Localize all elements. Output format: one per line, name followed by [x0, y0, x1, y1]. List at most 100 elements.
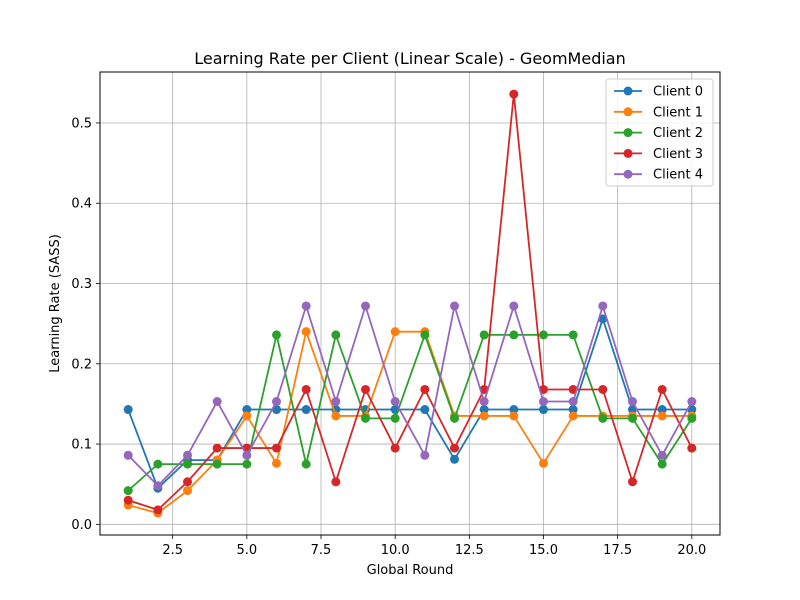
data-point — [153, 459, 163, 469]
legend-marker — [623, 169, 633, 179]
legend-item: Client 2 — [614, 126, 703, 141]
legend-item: Client 4 — [614, 168, 703, 183]
x-tick-label: 20.0 — [677, 543, 706, 558]
data-point — [568, 411, 578, 421]
legend-label: Client 0 — [653, 85, 703, 100]
data-point — [390, 413, 400, 423]
series-line — [127, 305, 693, 487]
x-axis-label: Global Round — [367, 563, 454, 578]
data-point — [301, 327, 311, 337]
data-point — [212, 443, 222, 453]
data-point — [479, 411, 489, 421]
data-point — [272, 458, 282, 468]
data-point — [538, 397, 548, 407]
x-tick-label: 15.0 — [529, 543, 558, 558]
data-point — [331, 330, 341, 340]
data-point — [361, 301, 371, 311]
data-point — [538, 330, 548, 340]
data-point — [183, 477, 193, 487]
y-tick-label: 0.4 — [71, 197, 92, 212]
data-point — [598, 384, 608, 394]
data-point — [242, 459, 252, 469]
legend-label: Client 2 — [653, 126, 703, 141]
data-point — [509, 405, 519, 415]
data-point — [657, 405, 667, 415]
data-point — [153, 505, 163, 515]
y-tick-label: 0.0 — [71, 518, 92, 533]
legend-label: Client 4 — [653, 168, 703, 183]
data-point — [449, 454, 459, 464]
data-point — [123, 450, 133, 460]
data-point — [509, 301, 519, 311]
data-point — [331, 477, 341, 487]
data-point — [420, 450, 430, 460]
series-line — [127, 93, 693, 511]
data-point — [331, 411, 341, 421]
legend-label: Client 1 — [653, 105, 703, 120]
data-point — [123, 495, 133, 505]
legend-item: Client 0 — [614, 85, 703, 100]
legend-marker — [623, 86, 633, 96]
data-point — [242, 450, 252, 460]
data-point — [568, 397, 578, 407]
legend-marker — [623, 148, 633, 158]
data-point — [509, 330, 519, 340]
legend-label: Client 3 — [653, 147, 703, 162]
legend: Client 0 Client 1 Client 2 Client 3 Client 4 — [605, 78, 714, 187]
data-point — [687, 397, 697, 407]
x-tick-label: 17.5 — [603, 543, 632, 558]
data-point — [627, 477, 637, 487]
data-point — [449, 443, 459, 453]
data-point — [183, 486, 193, 496]
data-point — [183, 459, 193, 469]
data-point — [301, 301, 311, 311]
series-lines — [123, 89, 697, 518]
y-tick-label: 0.3 — [71, 277, 92, 292]
data-point — [361, 384, 371, 394]
series-line — [127, 330, 692, 514]
axis-ticks: 2.5 5.0 7.5 10.0 12.5 15.0 17.5 20.0 0.0 0.1 0.2 0.… — [71, 116, 706, 558]
series-client-4 — [123, 301, 697, 491]
legend-marker — [623, 107, 633, 117]
data-point — [598, 413, 608, 423]
data-point — [657, 450, 667, 460]
series-client-2 — [123, 330, 697, 496]
legend-item: Client 1 — [614, 105, 703, 120]
data-point — [331, 397, 341, 407]
data-point — [598, 301, 608, 311]
data-point — [272, 397, 282, 407]
data-point — [509, 411, 519, 421]
data-point — [657, 459, 667, 469]
data-point — [123, 486, 133, 496]
x-tick-label: 5.0 — [236, 543, 257, 558]
data-point — [449, 413, 459, 423]
data-point — [390, 327, 400, 337]
data-point — [390, 397, 400, 407]
data-point — [627, 397, 637, 407]
data-point — [538, 458, 548, 468]
plot-frame — [99, 71, 721, 536]
y-tick-label: 0.5 — [71, 116, 92, 131]
data-point — [242, 411, 252, 421]
data-point — [301, 384, 311, 394]
data-point — [479, 330, 489, 340]
data-point — [123, 405, 133, 415]
data-point — [212, 459, 222, 469]
series-line — [127, 333, 693, 492]
legend-item: Client 3 — [614, 147, 703, 162]
data-point — [242, 405, 252, 415]
data-point — [479, 405, 489, 415]
data-point — [509, 89, 519, 99]
chart-title: Learning Rate per Client (Linear Scale) … — [194, 49, 626, 68]
data-point — [183, 450, 193, 460]
x-tick-label: 7.5 — [311, 543, 332, 558]
data-point — [449, 301, 459, 311]
data-point — [538, 405, 548, 415]
data-point — [568, 330, 578, 340]
data-point — [420, 330, 430, 340]
legend-box — [605, 78, 714, 187]
data-point — [657, 411, 667, 421]
data-point — [212, 397, 222, 407]
